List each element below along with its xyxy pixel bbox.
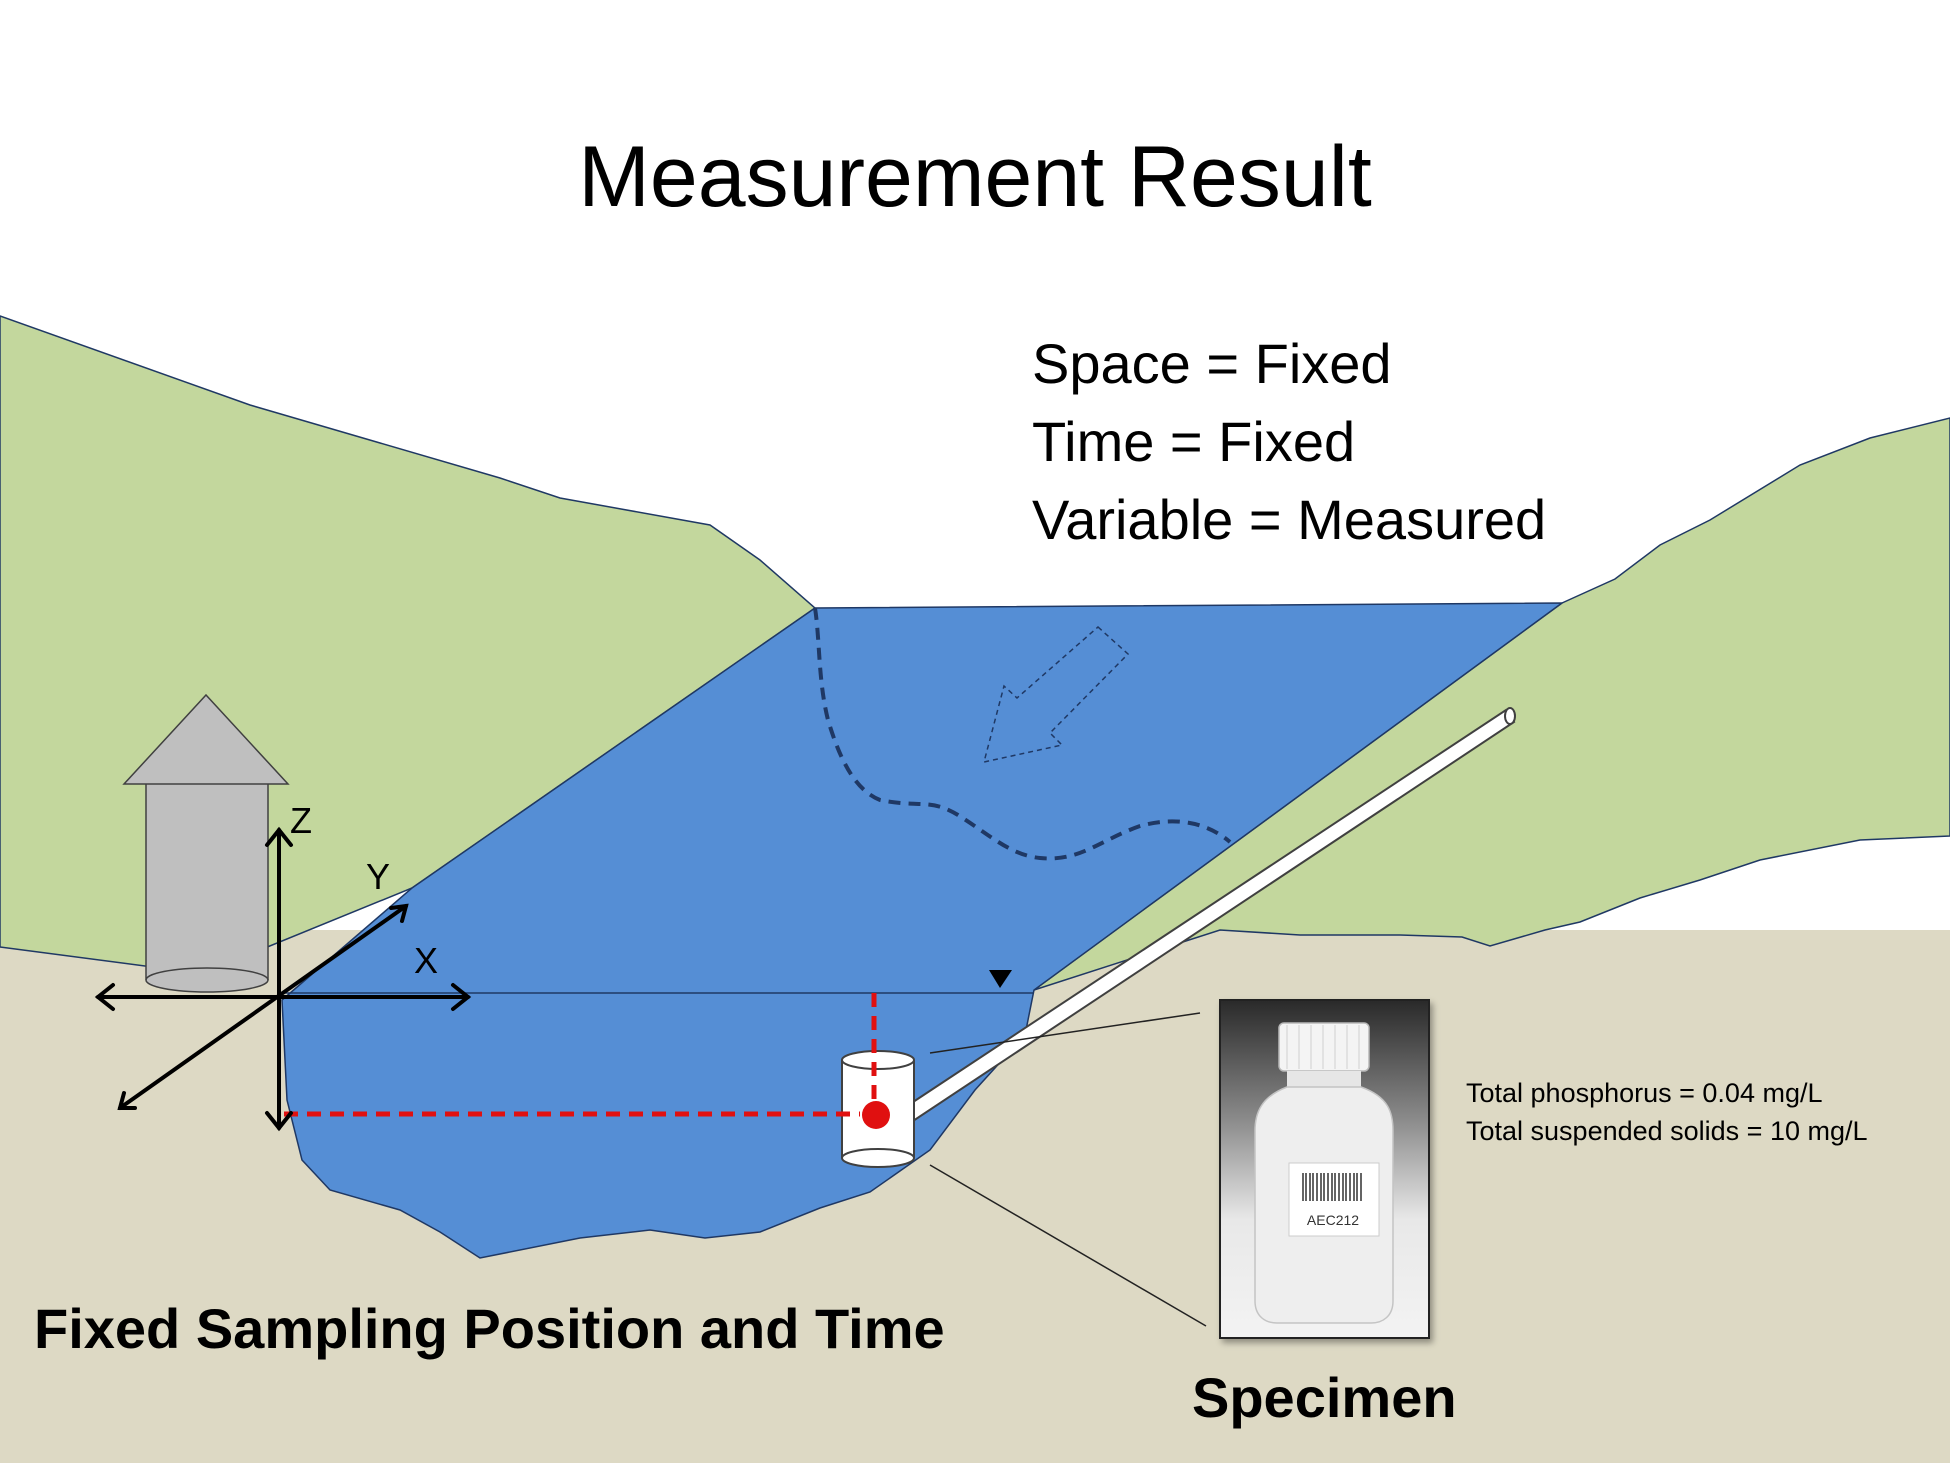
condition-time: Time = Fixed xyxy=(1032,410,1356,473)
specimen-bottle-photo: AEC212 xyxy=(1219,999,1430,1339)
water-level-marker xyxy=(989,970,1012,988)
right-hill xyxy=(1033,417,1950,991)
bottle-label-text: AEC212 xyxy=(1307,1212,1359,1228)
condition-space: Space = Fixed xyxy=(1032,332,1392,395)
diagram-title: Measurement Result xyxy=(578,129,1372,225)
sampling-pipe-end xyxy=(1504,707,1516,725)
axis-label-x: X xyxy=(414,940,439,981)
result-phosphorus: Total phosphorus = 0.04 mg/L xyxy=(1466,1078,1823,1108)
callout-line-upper xyxy=(929,1012,1201,1054)
gauge-house xyxy=(122,693,290,993)
sampling-point xyxy=(862,1101,890,1129)
result-suspended-solids: Total suspended solids = 10 mg/L xyxy=(1466,1116,1868,1146)
flow-boundary-dashed xyxy=(813,607,1232,861)
coordinate-axes xyxy=(94,826,472,1132)
specimen-label: Specimen xyxy=(1192,1366,1457,1429)
axis-label-z: Z xyxy=(290,800,312,841)
sampling-caption: Fixed Sampling Position and Time xyxy=(34,1297,945,1360)
condition-variable: Variable = Measured xyxy=(1032,488,1547,551)
axis-label-y: Y xyxy=(366,856,391,897)
flow-direction-arrow xyxy=(982,625,1130,763)
callout-line-lower xyxy=(929,1164,1207,1327)
